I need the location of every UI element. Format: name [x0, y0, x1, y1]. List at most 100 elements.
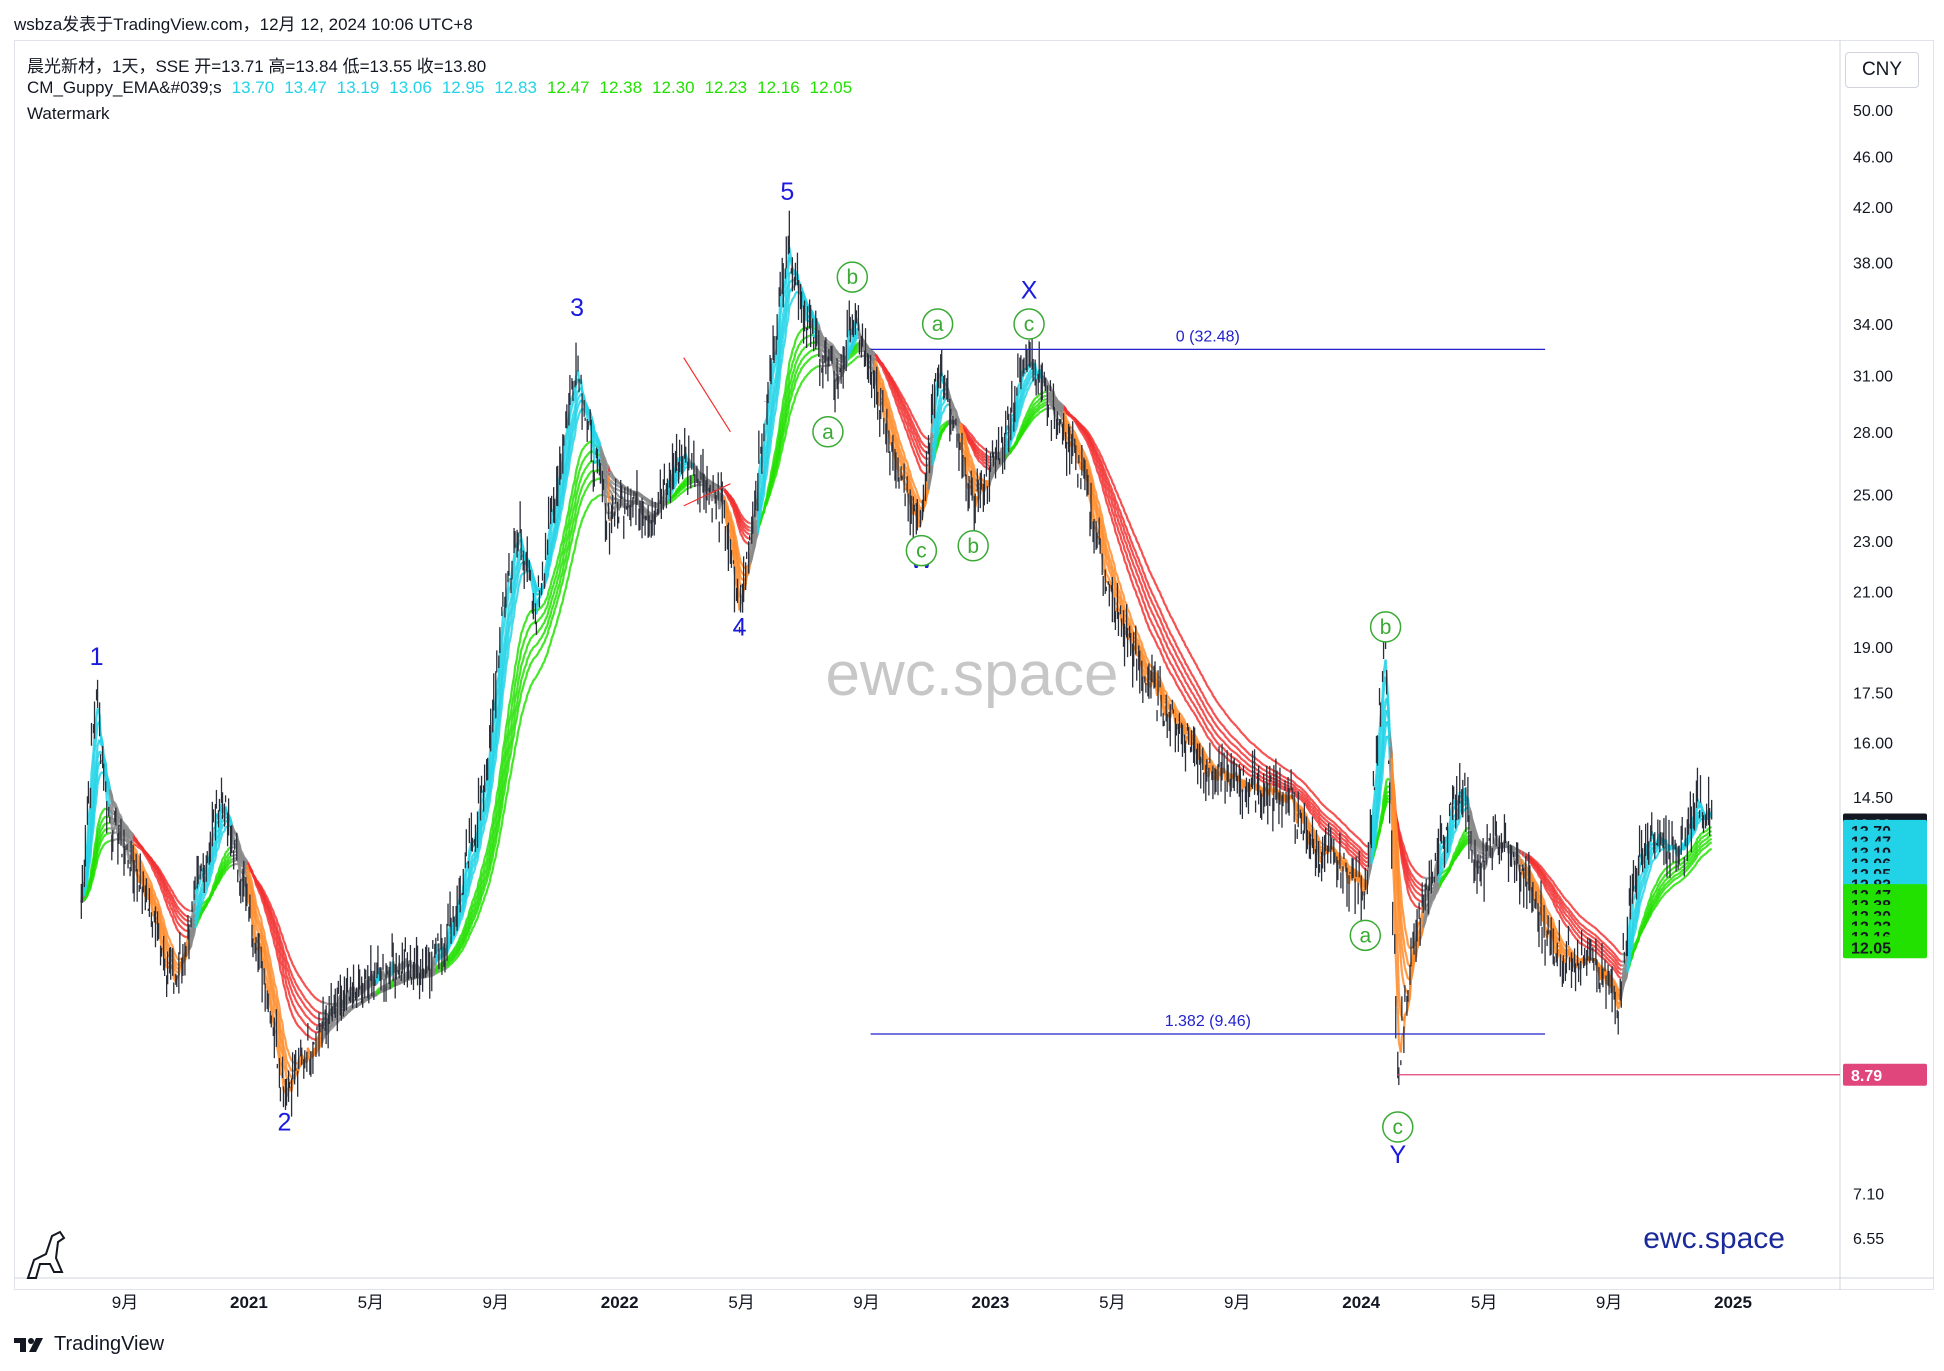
slow-ema-1-segment [576, 471, 581, 478]
slow-ema-3-segment [1299, 789, 1303, 793]
slow-ema-1-segment [587, 451, 591, 455]
slow-ema-2-segment [1140, 585, 1144, 591]
slow-ema-2-segment [1135, 572, 1140, 578]
slow-ema-0-segment [1386, 777, 1390, 781]
slow-ema-3-segment [308, 1011, 312, 1015]
slow-ema-4-segment [543, 638, 547, 643]
slow-ema-0-segment [1120, 550, 1125, 556]
slow-ema-2-segment [1343, 839, 1347, 843]
slow-ema-2-segment [528, 638, 532, 643]
slow-ema-0-segment [523, 620, 528, 625]
slow-ema-4-segment [494, 835, 498, 844]
slow-ema-0-segment [1198, 722, 1202, 726]
slow-ema-1-segment [1135, 583, 1140, 589]
slow-ema-1-segment [1699, 836, 1704, 840]
slow-ema-3-segment [1650, 902, 1655, 908]
slow-ema-4-segment [854, 351, 858, 355]
slow-ema-2-segment [1348, 845, 1351, 848]
slow-ema-2-segment [1616, 965, 1620, 969]
slow-ema-2-segment [974, 449, 978, 453]
slow-ema-0-segment [1344, 848, 1349, 852]
slow-ema-4-segment [1105, 475, 1110, 481]
slow-ema-2-segment [1334, 830, 1338, 834]
slow-ema-0-segment [913, 452, 918, 458]
slow-ema-0-segment [1032, 397, 1037, 402]
slow-ema-4-segment [99, 838, 104, 843]
slow-ema-4-segment [531, 658, 535, 662]
slow-ema-1-segment [1123, 549, 1128, 555]
slow-ema-2-segment [1236, 753, 1240, 758]
slow-ema-3-segment [1352, 844, 1356, 849]
slow-ema-3-segment [1196, 693, 1201, 698]
slow-ema-3-segment [744, 527, 748, 530]
slow-ema-4-segment [138, 844, 142, 848]
slow-ema-4-segment [517, 699, 522, 709]
slow-ema-4-segment [771, 475, 776, 481]
slow-ema-2-segment [1576, 928, 1580, 932]
slow-ema-3-segment [1238, 749, 1242, 753]
slow-ema-0-segment [678, 483, 683, 487]
slow-ema-4-segment [452, 957, 456, 960]
slow-ema-4-segment [272, 916, 276, 922]
slow-ema-0-segment [1361, 865, 1366, 870]
slow-ema-4-segment [555, 598, 559, 605]
slow-ema-2-segment [1418, 893, 1422, 896]
slow-ema-4-segment [160, 875, 165, 880]
slow-ema-0-segment [272, 937, 276, 945]
slow-ema-2-segment [807, 343, 811, 347]
slow-ema-4-segment [638, 494, 641, 498]
slow-ema-0-segment [1119, 545, 1123, 552]
slow-ema-4-segment [910, 419, 915, 425]
slow-ema-0-segment [221, 855, 226, 860]
slow-ema-0-segment [154, 875, 159, 880]
slow-ema-2-segment [526, 641, 531, 647]
slow-ema-3-segment [538, 637, 543, 641]
slow-ema-4-segment [1138, 562, 1143, 568]
slow-ema-2-segment [898, 400, 903, 405]
slow-ema-1-segment [501, 753, 506, 765]
slow-ema-0-segment [266, 915, 270, 921]
slow-ema-2-segment [909, 426, 913, 431]
slow-ema-2-segment [1303, 797, 1308, 801]
slow-ema-0-segment [1547, 892, 1552, 897]
slow-ema-2-segment [986, 460, 990, 464]
slow-ema-2-segment [1114, 513, 1119, 519]
slow-ema-1-segment [1650, 894, 1655, 899]
slow-ema-3-segment [279, 945, 284, 952]
slow-ema-1-segment [1151, 622, 1155, 628]
slow-ema-3-segment [293, 987, 297, 992]
slow-ema-2-segment [1215, 732, 1219, 737]
slow-ema-2-segment [901, 407, 906, 412]
slow-ema-1-segment [1184, 690, 1189, 695]
slow-ema-0-segment [144, 854, 148, 858]
slow-ema-2-segment [1577, 930, 1582, 934]
slow-ema-3-segment [1107, 484, 1111, 490]
slow-ema-0-segment [1321, 828, 1326, 832]
slow-ema-3-segment [691, 479, 695, 483]
slow-ema-3-segment [918, 442, 922, 447]
slow-ema-3-segment [281, 950, 285, 957]
slow-ema-0-segment [787, 361, 791, 373]
slow-ema-0-segment [1187, 704, 1192, 709]
slow-ema-0-segment [1699, 832, 1704, 836]
slow-ema-3-segment [1669, 877, 1673, 881]
slow-ema-2-segment [1117, 521, 1122, 527]
slow-ema-4-segment [497, 818, 501, 828]
slow-ema-2-segment [1351, 847, 1354, 851]
slow-ema-2-segment [1110, 499, 1114, 505]
slow-ema-0-segment [147, 859, 151, 863]
slow-ema-3-segment [800, 357, 805, 361]
slow-ema-2-segment [165, 892, 169, 897]
slow-ema-4-segment [782, 426, 787, 434]
slow-ema-3-segment [543, 628, 547, 633]
slow-ema-3-segment [1159, 618, 1163, 623]
slow-ema-0-segment [278, 962, 282, 971]
slow-ema-0-segment [226, 847, 230, 852]
slow-ema-2-segment [302, 1011, 306, 1015]
slow-ema-1-segment [982, 461, 986, 464]
slow-ema-3-segment [1677, 872, 1680, 876]
slow-ema-3-segment [535, 641, 540, 646]
slow-ema-0-segment [1244, 770, 1248, 774]
slow-ema-3-segment [1680, 869, 1684, 873]
